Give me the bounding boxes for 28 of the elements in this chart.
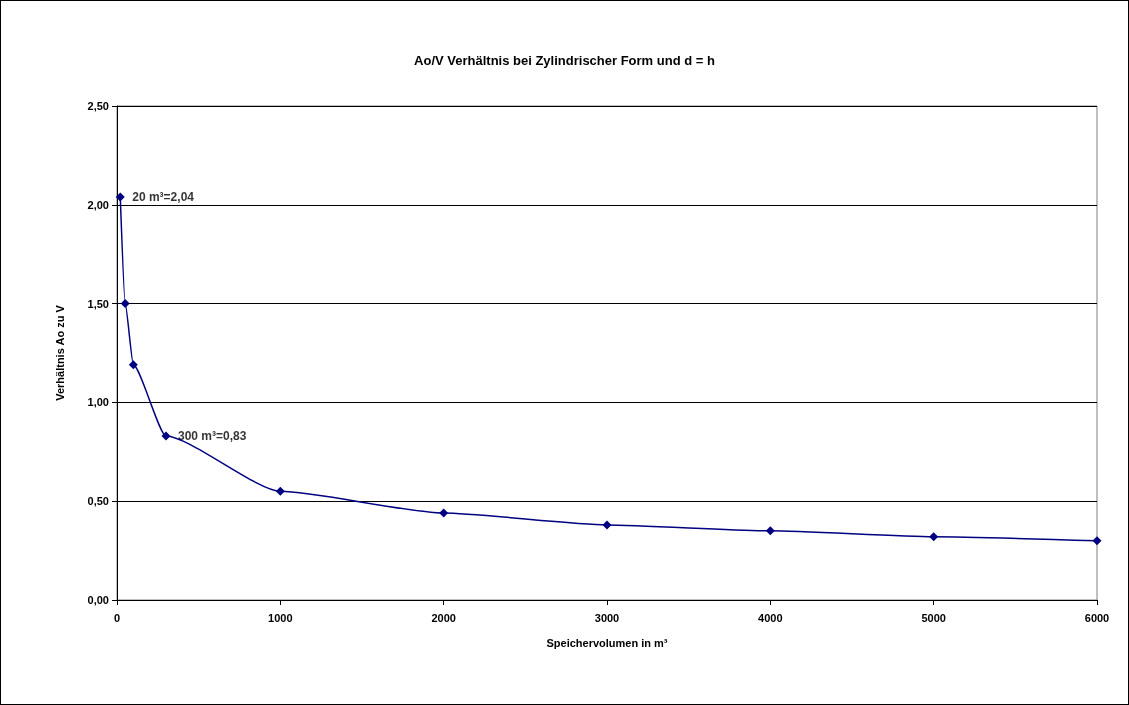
x-tick-label: 1000 xyxy=(268,611,293,624)
annotation: 300 m³=0,83 xyxy=(178,428,247,443)
point xyxy=(439,508,449,518)
y-tick-label: 2,00 xyxy=(87,198,109,211)
point xyxy=(275,486,285,496)
y-axis-title: Verhältnis Ao zu V xyxy=(53,304,66,401)
point xyxy=(115,192,125,202)
x-tick-label: 6000 xyxy=(1084,611,1110,624)
point xyxy=(929,532,939,542)
x-tick-label: 0 xyxy=(113,611,121,624)
x-tick-label: 5000 xyxy=(921,611,946,624)
point xyxy=(161,431,171,441)
y-tick-label: 1,00 xyxy=(87,396,109,409)
annotation: 20 m³=2,04 xyxy=(132,189,195,204)
point xyxy=(128,360,138,370)
y-tick-label: 0,50 xyxy=(87,495,109,508)
y-tick-label: 2,50 xyxy=(87,100,109,112)
x-tick-label: 3000 xyxy=(594,611,620,624)
chart-title: Ao/V Verhältnis bei Zylindrischer Form und d = h xyxy=(414,53,715,68)
x-axis-title: Speichervolumen in m³ xyxy=(546,636,668,649)
point xyxy=(765,526,775,536)
x-tick-label: 2000 xyxy=(431,611,456,624)
x-tick-label: 4000 xyxy=(758,611,783,624)
point xyxy=(602,520,612,530)
y-tick-label: 0,00 xyxy=(87,594,109,606)
point xyxy=(1092,536,1102,546)
point xyxy=(120,299,130,309)
y-tick-label: 1,50 xyxy=(87,297,109,310)
